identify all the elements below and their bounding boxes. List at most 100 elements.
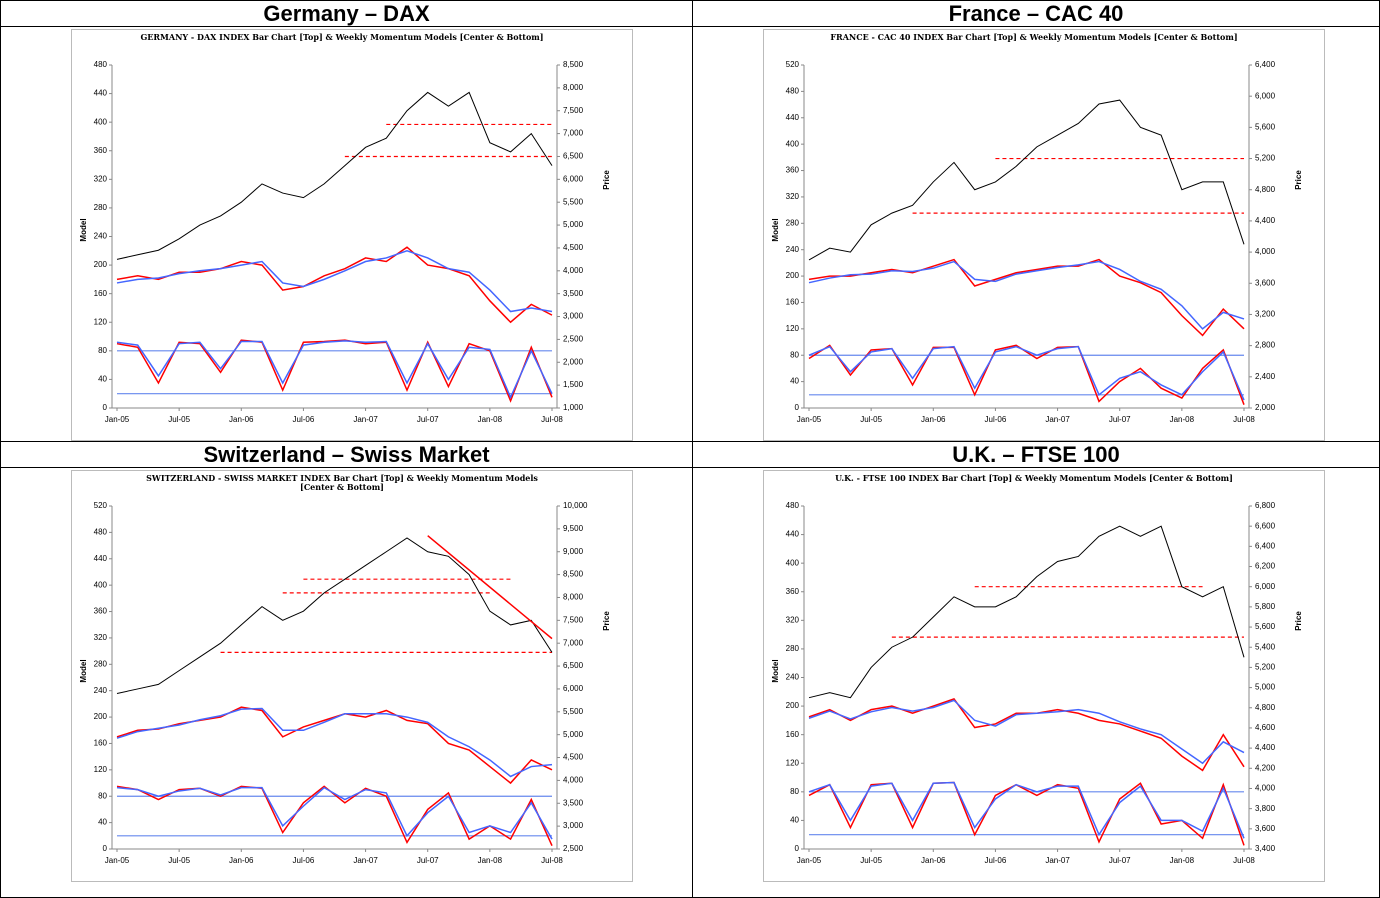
- x-tick-label: Jan-05: [797, 856, 822, 865]
- heading: U.K. – FTSE 100: [693, 442, 1379, 468]
- x-tick-label: Jul-06: [293, 856, 315, 865]
- y2-tick-label: 8,000: [563, 593, 584, 602]
- y2-tick-label: 3,000: [563, 312, 584, 321]
- chart: 0 40 80 120 160 200 240 280 320 360 400 440 480 520 2,…: [771, 60, 1303, 424]
- momentum-line: [116, 786, 553, 840]
- y2-tick-label: 5,000: [1255, 683, 1276, 692]
- y2-tick-label: 5,500: [563, 707, 584, 716]
- y-tick-label: 160: [94, 289, 108, 298]
- y-tick-label: 520: [94, 501, 108, 510]
- y2-tick-label: 4,200: [1255, 763, 1276, 772]
- x-tick-label: Jan-08: [478, 415, 503, 424]
- y2-tick-label: 6,000: [1255, 582, 1276, 591]
- x-tick-label: Jan-06: [229, 415, 254, 424]
- x-tick-label: Jul-08: [1233, 856, 1255, 865]
- chart: 0 40 80 120 160 200 240 280 320 360 400 440 480 1,000…: [79, 60, 611, 424]
- y2-tick-label: 6,400: [1255, 60, 1276, 69]
- y2-tick-label: 10,000: [563, 501, 588, 510]
- y2-tick-label: 5,800: [1255, 602, 1276, 611]
- momentum-line: [808, 344, 1245, 405]
- x-tick-label: Jul-08: [541, 856, 563, 865]
- x-tick-label: Jul-07: [417, 856, 439, 865]
- y-tick-label: 120: [786, 324, 800, 333]
- x-tick-label: Jul-07: [1109, 856, 1131, 865]
- y2-tick-label: 3,600: [1255, 824, 1276, 833]
- y-tick-label: 440: [786, 530, 800, 539]
- x-tick-label: Jul-05: [860, 415, 882, 424]
- y2-tick-label: 6,000: [563, 174, 584, 183]
- y-tick-label: 0: [103, 403, 108, 412]
- y2-tick-label: 5,400: [1255, 642, 1276, 651]
- y2-axis-label: Price: [602, 170, 611, 190]
- y-tick-label: 200: [94, 260, 108, 269]
- y-tick-label: 440: [786, 113, 800, 122]
- y-tick-label: 160: [94, 739, 108, 748]
- y-tick-label: 400: [786, 558, 800, 567]
- chart-title: U.K. - FTSE 100 INDEX Bar Chart [Top] & …: [835, 473, 1233, 483]
- price-line: [808, 99, 1245, 261]
- y-tick-label: 480: [94, 60, 108, 69]
- momentum-line: [116, 707, 553, 778]
- y-tick-label: 200: [786, 701, 800, 710]
- y2-tick-label: 5,600: [1255, 122, 1276, 131]
- y-axis-label: Model: [771, 218, 780, 241]
- chart-cell: GERMANY - DAX INDEX Bar Chart [Top] & We…: [1, 27, 693, 442]
- chart-panel: SWITZERLAND - SWISS MARKET INDEX Bar Cha…: [71, 470, 633, 882]
- y2-tick-label: 1,500: [563, 380, 584, 389]
- x-tick-label: Jul-08: [541, 415, 563, 424]
- y2-axis-label: Price: [602, 611, 611, 631]
- chart-title: GERMANY - DAX INDEX Bar Chart [Top] & We…: [140, 32, 544, 42]
- momentum-line: [808, 781, 1245, 839]
- y-tick-label: 360: [786, 166, 800, 175]
- y2-tick-label: 5,600: [1255, 622, 1276, 631]
- y2-tick-label: 6,000: [563, 684, 584, 693]
- x-tick-label: Jan-07: [353, 415, 378, 424]
- y2-tick-label: 4,400: [1255, 216, 1276, 225]
- y2-tick-label: 4,800: [1255, 185, 1276, 194]
- y-tick-label: 400: [94, 580, 108, 589]
- y-tick-label: 160: [786, 730, 800, 739]
- y-tick-label: 240: [94, 686, 108, 695]
- y2-tick-label: 3,200: [1255, 310, 1276, 319]
- y2-tick-label: 9,000: [563, 547, 584, 556]
- chart-panel: U.K. - FTSE 100 INDEX Bar Chart [Top] & …: [763, 470, 1325, 882]
- y2-tick-label: 5,200: [1255, 663, 1276, 672]
- y2-tick-label: 8,000: [563, 83, 584, 92]
- x-tick-label: Jul-08: [1233, 415, 1255, 424]
- y-axis-label: Model: [771, 659, 780, 682]
- y-tick-label: 320: [786, 615, 800, 624]
- y-tick-label: 320: [786, 192, 800, 201]
- y2-tick-label: 5,000: [563, 220, 584, 229]
- chart-cell: U.K. - FTSE 100 INDEX Bar Chart [Top] & …: [693, 468, 1379, 897]
- y-tick-label: 480: [786, 501, 800, 510]
- y2-tick-label: 2,000: [1255, 403, 1276, 412]
- y2-tick-label: 6,200: [1255, 562, 1276, 571]
- y-tick-label: 280: [94, 203, 108, 212]
- momentum-line: [116, 785, 553, 847]
- x-tick-label: Jul-05: [168, 415, 190, 424]
- y2-tick-label: 9,500: [563, 524, 584, 533]
- trend-line: [427, 535, 553, 640]
- y-tick-label: 0: [795, 844, 800, 853]
- momentum-line: [808, 699, 1245, 765]
- x-tick-label: Jul-06: [293, 415, 315, 424]
- y2-tick-label: 2,000: [563, 357, 584, 366]
- y-axis-label: Model: [79, 218, 88, 241]
- chart-title: SWITZERLAND - SWISS MARKET INDEX Bar Cha…: [146, 473, 538, 492]
- chart: 0 40 80 120 160 200 240 280 320 360 400 440 480 520 2,…: [79, 501, 611, 865]
- y2-tick-label: 3,400: [1255, 844, 1276, 853]
- y-tick-label: 280: [94, 659, 108, 668]
- y2-tick-label: 1,000: [563, 403, 584, 412]
- y-tick-label: 80: [790, 787, 799, 796]
- momentum-line: [116, 249, 553, 313]
- y2-tick-label: 5,500: [563, 197, 584, 206]
- y2-tick-label: 3,000: [563, 821, 584, 830]
- momentum-line: [808, 260, 1245, 330]
- y-tick-label: 360: [94, 146, 108, 155]
- y2-axis-label: Price: [1294, 611, 1303, 631]
- y2-tick-label: 3,600: [1255, 278, 1276, 287]
- x-tick-label: Jan-05: [105, 415, 130, 424]
- momentum-line: [808, 698, 1245, 772]
- y-tick-label: 400: [786, 139, 800, 148]
- y-tick-label: 360: [94, 607, 108, 616]
